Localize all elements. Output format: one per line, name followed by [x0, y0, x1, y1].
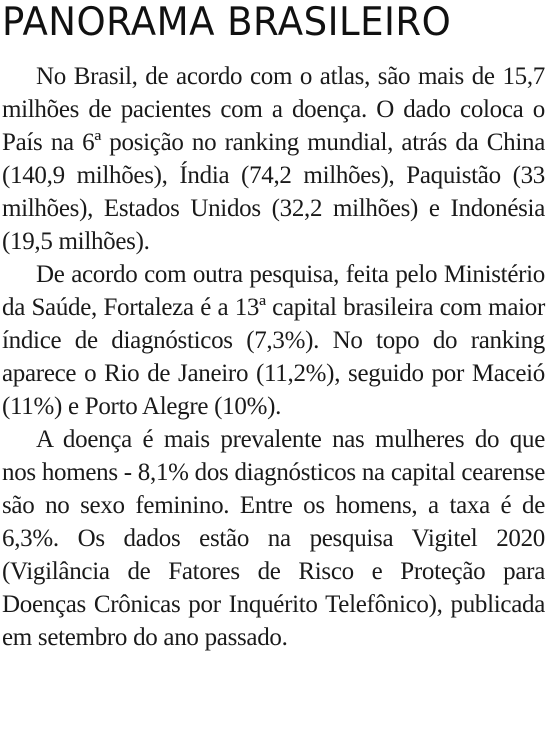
- paragraph-2: De acordo com outra pesquisa, feita pelo…: [2, 261, 545, 420]
- paragraph-3: A doença é mais prevalente nas mulheres …: [2, 426, 545, 651]
- headline: PANORAMA BRASILEIRO: [2, 0, 452, 45]
- article: PANORAMA BRASILEIRO No Brasil, de acordo…: [2, 0, 545, 654]
- paragraph-1: No Brasil, de acordo com o atlas, são ma…: [2, 63, 545, 255]
- article-body: No Brasil, de acordo com o atlas, são ma…: [2, 60, 545, 654]
